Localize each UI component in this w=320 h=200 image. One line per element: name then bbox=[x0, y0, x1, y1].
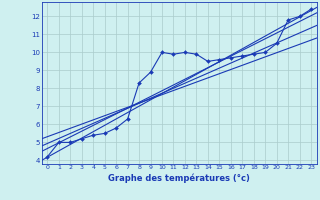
X-axis label: Graphe des températures (°c): Graphe des températures (°c) bbox=[108, 173, 250, 183]
